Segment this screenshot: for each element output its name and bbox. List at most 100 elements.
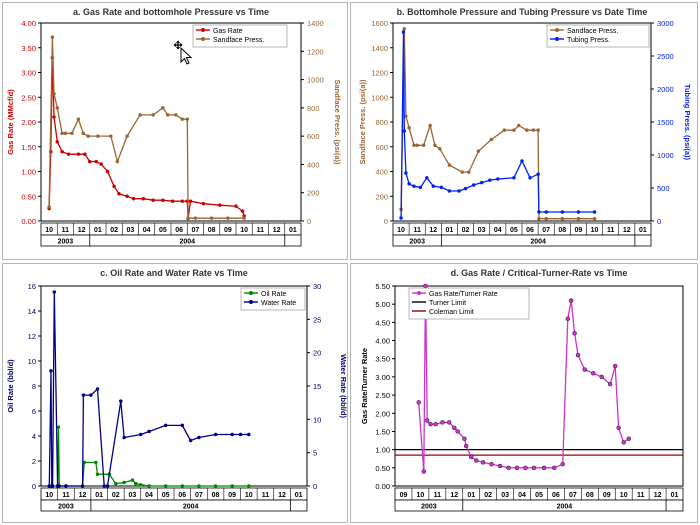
x-tick-label: 06	[178, 492, 186, 499]
series-point	[119, 399, 123, 403]
y-tick-label: 1.50	[375, 427, 390, 436]
y-tick-label: 3.50	[375, 355, 390, 364]
series-point	[536, 172, 540, 176]
y2-axis-label: Sandface Press. (psi(a))	[333, 79, 342, 165]
series-point	[497, 463, 503, 469]
series-point	[94, 460, 98, 465]
x-tick-label: 07	[195, 492, 203, 499]
plot-area	[392, 22, 652, 222]
y2-tick-label: 1500	[657, 118, 674, 127]
year-label: 2003	[421, 504, 437, 511]
legend-box	[192, 24, 288, 48]
x-tick-label: 11	[262, 492, 270, 499]
series-point	[462, 436, 467, 441]
x-tick-label: 12	[273, 227, 281, 234]
series-point	[217, 203, 222, 207]
y-axis-label: Oil Rate (bbl/d)	[6, 359, 15, 413]
plot-area	[394, 285, 684, 487]
series-point	[102, 484, 106, 488]
x-tick-label: 04	[143, 227, 151, 234]
legend-label: Oil Rate	[261, 291, 286, 298]
x-tick-label: 12	[654, 492, 662, 499]
y-tick-label: 0	[384, 217, 388, 226]
series-point	[476, 149, 481, 153]
series-point	[170, 199, 175, 203]
x-tick-label: 11	[257, 227, 265, 234]
y-tick-label: 2.00	[21, 118, 36, 127]
x-tick-label: 09	[224, 227, 232, 234]
y-tick-label: 3.50	[21, 44, 36, 53]
y2-tick-label: 10	[313, 415, 321, 424]
y-tick-label: 0.50	[21, 192, 36, 201]
x-tick-label: 11	[434, 492, 442, 499]
legend-swatch-marker	[249, 300, 253, 304]
series-point	[114, 481, 118, 486]
series-point	[463, 186, 468, 191]
series-point	[55, 106, 60, 110]
series-point	[560, 216, 565, 221]
series-point	[401, 30, 406, 34]
series-point	[147, 429, 151, 434]
series-point	[60, 131, 64, 136]
x-year-strip	[394, 499, 684, 512]
series-point	[460, 170, 465, 174]
series-point	[125, 194, 129, 199]
series-point	[213, 432, 218, 437]
series-point	[163, 484, 168, 488]
y-axis-label: Gas Rate (MMcf/d)	[6, 89, 15, 155]
series-point	[115, 159, 120, 164]
x-tick-label: 01	[446, 227, 454, 234]
series-point	[95, 472, 100, 477]
year-label: 2004	[183, 504, 199, 511]
chart-a-svg: a. Gas Rate and bottomhole Pressure vs T…	[6, 7, 342, 247]
y-tick-label: 8	[32, 382, 36, 391]
x-tick-label: 01	[639, 227, 647, 234]
series-point	[174, 113, 178, 117]
y-tick-label: 2	[32, 457, 36, 466]
series-point	[407, 181, 411, 186]
series-point	[496, 177, 500, 181]
series-point	[131, 196, 136, 201]
series-point	[151, 113, 155, 117]
series-point	[247, 484, 251, 488]
series-point	[122, 435, 126, 440]
series-point	[415, 143, 419, 148]
year-label: 2004	[179, 239, 195, 246]
panel-b: b. Bottomhole Pressure and Tubing Pressu…	[350, 2, 698, 260]
x-tick-label: 06	[526, 227, 534, 234]
series-point	[105, 169, 110, 174]
x-tick-label: 08	[208, 227, 216, 234]
series-point	[247, 432, 251, 437]
y-tick-label: 0.00	[375, 482, 390, 491]
series-point	[117, 191, 121, 196]
series-point	[52, 290, 57, 294]
x-tick-label: 01	[467, 492, 475, 499]
year-label: 2004	[557, 504, 573, 511]
legend-label: Gas Rate	[213, 28, 243, 35]
y-tick-label: 2.00	[375, 409, 390, 418]
x-year-strip	[40, 499, 308, 512]
series-point	[180, 484, 185, 488]
series-point	[213, 484, 218, 488]
series-point	[421, 143, 426, 148]
y2-tick-label: 25	[313, 315, 321, 324]
series-point	[480, 460, 486, 465]
series-point	[425, 175, 429, 180]
series-point	[226, 216, 230, 220]
x-tick-label: 12	[450, 492, 458, 499]
series-point	[616, 425, 621, 431]
series-point	[180, 117, 185, 121]
legend-label: Gas Rate/Turner Rate	[429, 291, 498, 298]
x-tick-label: 03	[501, 492, 509, 499]
x-tick-label: 04	[494, 227, 502, 234]
series-point	[469, 454, 474, 460]
series-point	[537, 216, 541, 221]
series-point	[433, 421, 438, 427]
series-point	[404, 171, 408, 175]
series-point	[466, 170, 471, 174]
series-point	[138, 432, 143, 437]
series-point	[161, 198, 165, 203]
chart-title: d. Gas Rate / Critical-Turner-Rate vs Ti…	[451, 268, 628, 278]
y2-tick-label: 0	[313, 482, 317, 491]
year-label: 2003	[58, 239, 74, 246]
